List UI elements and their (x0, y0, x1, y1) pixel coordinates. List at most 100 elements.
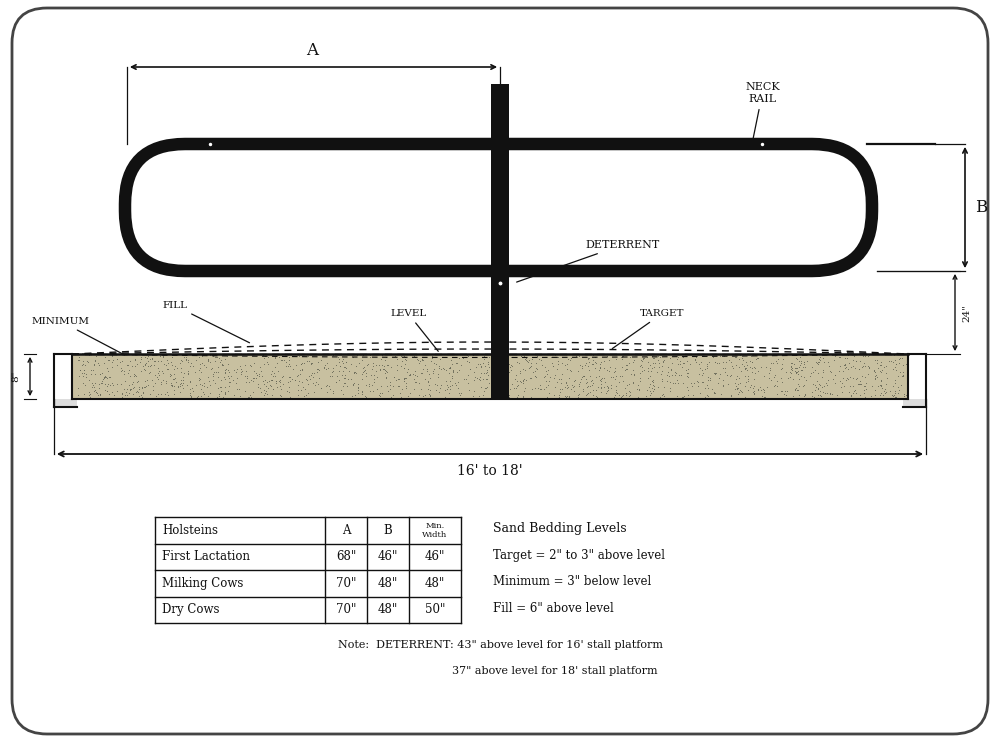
Point (642, 378, 658, 390)
Point (621, 357, 637, 369)
Point (888, 358, 904, 370)
Point (97, 370, 113, 381)
Point (369, 371, 385, 383)
Point (879, 372, 895, 384)
Text: LEVEL: LEVEL (390, 309, 438, 351)
Point (575, 385, 591, 397)
Point (489, 391, 505, 403)
Text: Min.
Width: Min. Width (422, 522, 448, 539)
Point (217, 381, 233, 392)
Point (419, 364, 435, 375)
Point (645, 375, 661, 386)
Point (92, 389, 108, 401)
Point (860, 350, 876, 361)
Point (643, 386, 659, 398)
Point (793, 370, 809, 382)
Point (585, 389, 601, 401)
Point (258, 381, 274, 392)
Point (515, 375, 531, 387)
Point (813, 392, 829, 403)
Point (345, 351, 361, 363)
Point (394, 355, 410, 367)
Point (662, 382, 678, 394)
Point (675, 392, 691, 403)
Point (638, 390, 654, 402)
Point (662, 353, 678, 364)
Point (220, 358, 236, 370)
Point (767, 379, 783, 391)
Point (679, 355, 695, 367)
Point (509, 380, 525, 392)
Point (568, 350, 584, 362)
Point (835, 365, 851, 377)
Point (782, 366, 798, 378)
Point (213, 385, 229, 397)
Point (210, 366, 226, 378)
Point (477, 381, 493, 393)
Point (164, 381, 180, 392)
Point (840, 364, 856, 375)
Point (160, 363, 176, 375)
Point (476, 350, 492, 362)
Point (758, 361, 774, 372)
Point (680, 384, 696, 396)
Point (563, 383, 579, 395)
Point (147, 369, 163, 381)
Point (614, 370, 630, 382)
Point (126, 381, 142, 392)
Point (205, 375, 221, 386)
Point (245, 372, 261, 384)
Point (229, 363, 245, 375)
Point (539, 392, 555, 403)
Point (557, 390, 573, 402)
Point (495, 385, 511, 397)
Point (256, 358, 272, 370)
Point (102, 378, 118, 390)
Point (355, 350, 371, 361)
Point (298, 389, 314, 401)
Point (350, 387, 366, 399)
Point (187, 367, 203, 378)
Text: 48": 48" (378, 603, 398, 616)
Point (593, 386, 609, 398)
Point (669, 390, 685, 402)
Point (874, 364, 890, 375)
Point (593, 375, 609, 387)
Point (219, 350, 235, 362)
Point (790, 378, 806, 390)
Point (466, 367, 482, 378)
Point (755, 383, 771, 395)
Point (338, 356, 354, 368)
Point (365, 357, 381, 369)
Point (393, 350, 409, 361)
Point (355, 363, 371, 375)
Point (502, 383, 518, 395)
Point (335, 358, 351, 370)
Point (150, 388, 166, 400)
Text: A: A (342, 524, 350, 537)
Point (762, 364, 778, 375)
Point (185, 386, 201, 398)
Point (503, 364, 519, 376)
Text: Fill = 6" above level: Fill = 6" above level (493, 602, 614, 615)
Point (750, 384, 766, 396)
Point (113, 362, 129, 374)
Point (843, 361, 859, 372)
Point (832, 375, 848, 386)
Point (390, 380, 406, 392)
Point (669, 353, 685, 365)
Point (210, 371, 226, 383)
Point (697, 363, 713, 375)
Point (442, 362, 458, 374)
Point (738, 362, 754, 374)
Point (124, 360, 140, 372)
Point (822, 388, 838, 400)
Point (75, 378, 91, 389)
Point (319, 379, 335, 391)
Point (70, 382, 86, 394)
Point (200, 355, 216, 367)
Point (746, 372, 762, 384)
Point (433, 379, 449, 391)
Point (190, 390, 206, 402)
Point (839, 353, 855, 364)
